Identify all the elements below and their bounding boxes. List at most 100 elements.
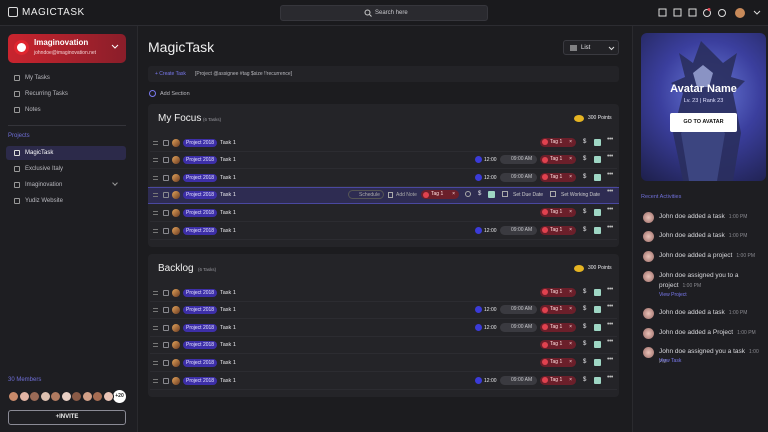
size[interactable]: $ — [583, 226, 587, 233]
project-pill[interactable]: Project 2018 — [183, 156, 218, 165]
logo[interactable]: MAGICTASK — [22, 7, 85, 18]
checkbox[interactable] — [163, 377, 169, 384]
more-menu[interactable]: ••• — [607, 303, 613, 311]
tag-pill[interactable]: Tag 1 — [540, 305, 576, 315]
more-menu[interactable]: ••• — [607, 153, 613, 161]
status-box[interactable] — [594, 323, 601, 331]
go-to-avatar[interactable]: GO TO AVATAR — [670, 113, 737, 132]
size[interactable]: $ — [583, 138, 587, 145]
tag-pill[interactable]: Tag 1 — [540, 287, 576, 297]
task-name[interactable]: Task 1 — [220, 359, 236, 366]
status-box[interactable] — [594, 173, 601, 181]
checkbox[interactable] — [163, 359, 169, 366]
task-name[interactable]: Task 1 — [220, 227, 236, 234]
tag-pill[interactable]: Tag 1 — [540, 357, 576, 367]
due-pill[interactable]: 09:00 AM — [500, 155, 537, 165]
project-pill[interactable]: Project 2018 — [183, 173, 218, 182]
search-box[interactable]: Search here — [280, 5, 488, 21]
status-box[interactable] — [594, 156, 601, 164]
activity-link[interactable]: View Task — [659, 358, 682, 364]
task-name[interactable]: Task 1 — [220, 157, 236, 164]
status-box[interactable] — [594, 358, 601, 366]
more-menu[interactable]: ••• — [607, 188, 613, 196]
task-name[interactable]: Task 1 — [220, 289, 236, 296]
checkbox[interactable] — [163, 209, 169, 216]
project-pill[interactable]: Project 2018 — [183, 323, 218, 332]
project-item[interactable]: MagicTask — [25, 150, 54, 156]
size[interactable]: $ — [478, 191, 482, 198]
size[interactable]: $ — [583, 306, 587, 313]
project-pill[interactable]: Project 2018 — [183, 376, 218, 385]
due-pill[interactable]: 09:00 AM — [500, 225, 537, 235]
nav-item[interactable]: My Tasks — [25, 75, 50, 81]
project-pill[interactable]: Project 2018 — [183, 226, 218, 235]
activity-link[interactable]: View Project — [659, 292, 687, 298]
status-box[interactable] — [488, 191, 495, 199]
more-menu[interactable]: ••• — [607, 205, 613, 213]
task-name[interactable]: Task 1 — [220, 209, 236, 216]
add-section[interactable]: Add Section — [160, 91, 190, 97]
tag-pill[interactable]: Tag 1 — [540, 322, 576, 332]
size[interactable]: $ — [583, 341, 587, 348]
more-menu[interactable]: ••• — [607, 355, 613, 363]
status-box[interactable] — [594, 208, 601, 216]
status-box[interactable] — [594, 376, 601, 384]
members-more[interactable]: +20 — [113, 390, 126, 403]
task-name[interactable]: Task 1 — [220, 139, 236, 146]
nav-item[interactable]: Recurring Tasks — [25, 91, 68, 97]
due-pill[interactable]: 09:00 AM — [500, 322, 537, 332]
checkbox[interactable] — [163, 157, 169, 164]
checkbox[interactable] — [163, 342, 169, 349]
more-menu[interactable]: ••• — [607, 135, 613, 143]
invite-button[interactable]: +INVITE — [8, 410, 126, 425]
checkbox[interactable] — [163, 192, 169, 199]
view-select[interactable]: List — [563, 40, 619, 55]
tag-pill[interactable]: Tag 1 — [540, 172, 576, 182]
checkbox[interactable] — [163, 174, 169, 181]
more-menu[interactable]: ••• — [607, 338, 613, 346]
tag-pill[interactable]: Tag 1 — [540, 225, 576, 235]
checkbox[interactable] — [163, 307, 169, 314]
checkbox[interactable] — [163, 324, 169, 331]
project-pill[interactable]: Project 2018 — [183, 288, 218, 297]
create-task-input[interactable]: + Create Task [Project @assignee #tag $s… — [148, 66, 619, 82]
size[interactable]: $ — [583, 173, 587, 180]
due-pill[interactable]: 09:00 AM — [500, 305, 537, 315]
nav-item[interactable]: Notes — [25, 107, 41, 113]
size[interactable]: $ — [583, 208, 587, 215]
project-item[interactable]: Imaginovation — [25, 182, 63, 188]
due-action[interactable]: Set Due Date — [513, 192, 544, 199]
project-pill[interactable]: Project 2018 — [183, 191, 218, 200]
project-pill[interactable]: Project 2018 — [183, 358, 218, 367]
add-note[interactable]: Add Note — [396, 192, 417, 199]
more-menu[interactable]: ••• — [607, 170, 613, 178]
status-box[interactable] — [594, 341, 601, 349]
working-action[interactable]: Set Working Date — [561, 192, 601, 199]
task-name[interactable]: Task 1 — [220, 307, 236, 314]
size[interactable]: $ — [583, 323, 587, 330]
tag-pill[interactable]: Tag 1 — [540, 375, 576, 385]
checkbox[interactable] — [163, 139, 169, 146]
size[interactable]: $ — [583, 358, 587, 365]
project-item[interactable]: Yudiz Website — [25, 198, 63, 204]
tag-pill[interactable]: Tag 1 — [540, 155, 576, 165]
task-name[interactable]: Task 1 — [220, 174, 236, 181]
size[interactable]: $ — [583, 156, 587, 163]
status-box[interactable] — [594, 306, 601, 314]
more-menu[interactable]: ••• — [607, 285, 613, 293]
task-name[interactable]: Task 1 — [220, 324, 236, 331]
project-item[interactable]: Exclusive Italy — [25, 166, 64, 172]
task-name[interactable]: Task 1 — [220, 377, 236, 384]
task-name[interactable]: Task 1 — [220, 192, 236, 199]
due-pill[interactable]: 09:00 AM — [500, 172, 537, 182]
task-name[interactable]: Task 1 — [220, 342, 236, 349]
project-pill[interactable]: Project 2018 — [183, 341, 218, 350]
project-pill[interactable]: Project 2018 — [183, 306, 218, 315]
tag-pill[interactable]: Tag 1 — [540, 137, 576, 147]
tag-pill[interactable]: Tag 1 — [421, 190, 459, 200]
more-menu[interactable]: ••• — [607, 373, 613, 381]
size[interactable]: $ — [583, 288, 587, 295]
due-pill[interactable]: 09:00 AM — [500, 375, 537, 385]
schedule-pill[interactable]: Schedule — [348, 190, 384, 200]
more-menu[interactable]: ••• — [607, 320, 613, 328]
